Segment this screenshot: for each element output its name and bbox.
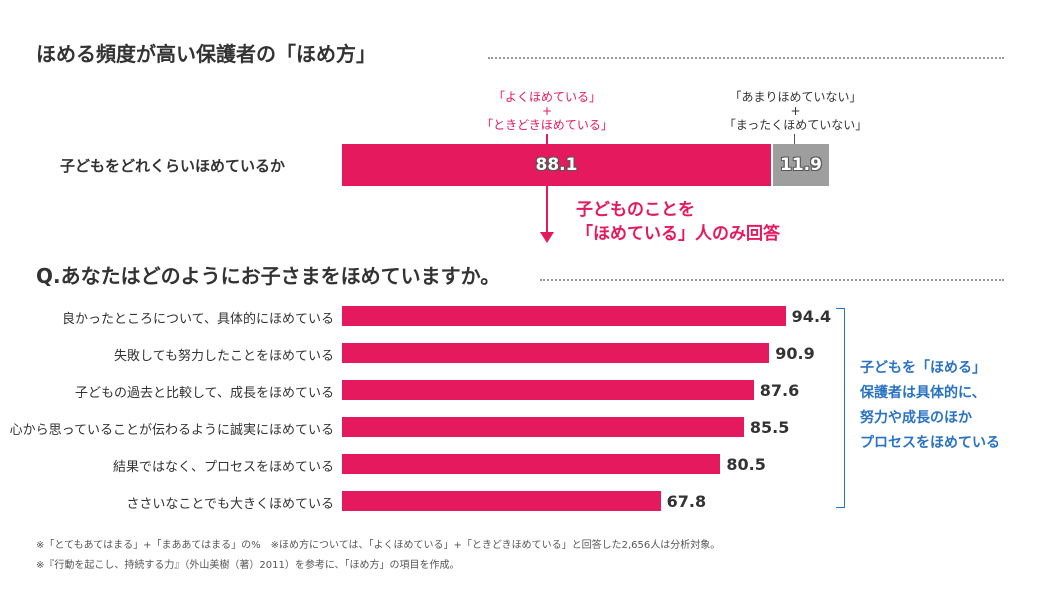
pink-note-line-2: 「ときどきほめている」 xyxy=(481,118,613,132)
respondent-callout: 子どものことを 「ほめている」人のみ回答 xyxy=(576,198,780,246)
gray-note-line-1: 「あまりほめていない」 xyxy=(729,90,862,104)
question-heading: Q.あなたはどのようにお子さまをほめていますか。 xyxy=(36,264,501,288)
gray-note-connector xyxy=(794,134,795,145)
down-arrow-icon xyxy=(540,232,554,243)
bar xyxy=(342,343,770,363)
question-leader-dots xyxy=(540,279,1004,281)
bar-label: 結果ではなく、プロセスをほめている xyxy=(112,460,334,475)
bar-value-label: 85.5 xyxy=(749,418,790,437)
bar xyxy=(342,417,744,437)
stacked-value-no-praise: 11.9 xyxy=(780,155,822,175)
callout-line-2: 「ほめている」人のみ回答 xyxy=(576,224,780,244)
stacked-bar: 88.1 11.9 xyxy=(342,144,829,186)
stacked-segment-praise: 88.1 xyxy=(342,144,771,186)
summary-line-3: 努力や成長のほか xyxy=(860,410,972,426)
bar-value-label: 67.8 xyxy=(666,492,707,511)
bar-label: 失敗しても努力したことをほめている xyxy=(114,349,334,364)
bar xyxy=(342,380,754,400)
bar-label: ささいなことでも大きくほめている xyxy=(126,497,334,512)
footnote-2: ※『行動を起こし、持続する力』（外山美樹（著）2011）を参考に、「ほめ方」の項… xyxy=(36,560,460,571)
bar xyxy=(342,306,786,326)
summary-line-4: プロセスをほめている xyxy=(860,435,1000,451)
bar-value-label: 94.4 xyxy=(791,307,832,326)
bar xyxy=(342,491,661,511)
summary-line-1: 子どもを「ほめる」 xyxy=(860,360,986,376)
footnote-1: ※「とてもあてはまる」+「まああてはまる」の% ※ほめ方については、「よくほめて… xyxy=(36,540,721,551)
bar-label: 心から思っていることが伝わるように誠実にほめている xyxy=(9,423,334,438)
bar-label: 子どもの過去と比較して、成長をほめている xyxy=(75,386,334,401)
summary-bracket xyxy=(836,308,845,508)
down-arrow-shaft xyxy=(546,186,548,234)
gray-note-line-2: 「まったくほめていない」 xyxy=(723,118,868,132)
stacked-row-label: 子どもをどれくらいほめているか xyxy=(60,157,286,175)
pink-series-note: 「よくほめている」 + 「ときどきほめている」 xyxy=(467,90,627,132)
callout-line-1: 子どものことを xyxy=(576,200,695,220)
pink-note-line-1: 「よくほめている」 xyxy=(492,90,601,104)
page-title: ほめる頻度が高い保護者の「ほめ方」 xyxy=(36,42,376,66)
pink-note-plus: + xyxy=(541,104,553,118)
stacked-segment-no-praise: 11.9 xyxy=(773,144,829,186)
bar-value-label: 90.9 xyxy=(775,344,815,363)
summary-line-2: 保護者は具体的に、 xyxy=(860,385,986,401)
bar-value-label: 87.6 xyxy=(759,381,800,400)
title-leader-dots xyxy=(488,57,1004,59)
gray-series-note: 「あまりほめていない」 + 「まったくほめていない」 xyxy=(713,90,878,132)
pink-note-connector xyxy=(546,134,548,145)
stacked-value-praise: 88.1 xyxy=(535,155,578,175)
bar-value-label: 80.5 xyxy=(726,455,766,474)
bar-label: 良かったところについて、具体的にほめている xyxy=(62,312,334,327)
bar xyxy=(342,454,721,474)
gray-note-plus: + xyxy=(790,104,801,118)
summary-note: 子どもを「ほめる」 保護者は具体的に、 努力や成長のほか プロセスをほめている xyxy=(860,356,1000,456)
